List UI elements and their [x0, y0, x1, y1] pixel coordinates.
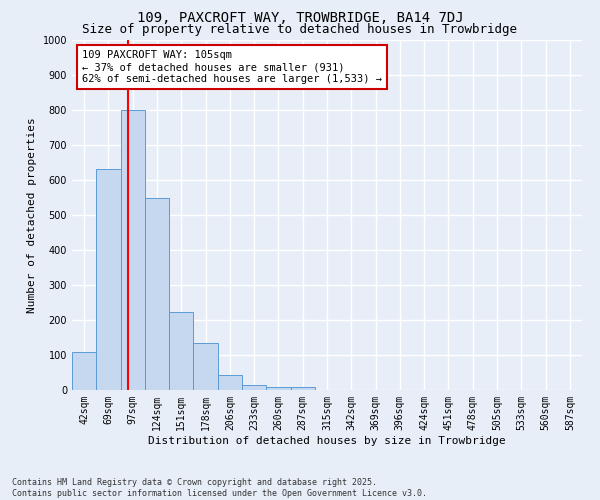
Bar	[242, 385, 266, 390]
Text: 109 PAXCROFT WAY: 105sqm
← 37% of detached houses are smaller (931)
62% of semi-: 109 PAXCROFT WAY: 105sqm ← 37% of detach…	[82, 50, 382, 84]
Bar	[169, 312, 193, 390]
Text: Size of property relative to detached houses in Trowbridge: Size of property relative to detached ho…	[83, 22, 517, 36]
X-axis label: Distribution of detached houses by size in Trowbridge: Distribution of detached houses by size …	[148, 436, 506, 446]
Bar	[193, 343, 218, 390]
Bar	[96, 170, 121, 390]
Bar	[218, 376, 242, 390]
Bar	[72, 352, 96, 390]
Text: 109, PAXCROFT WAY, TROWBRIDGE, BA14 7DJ: 109, PAXCROFT WAY, TROWBRIDGE, BA14 7DJ	[137, 11, 463, 25]
Bar	[121, 110, 145, 390]
Bar	[290, 386, 315, 390]
Y-axis label: Number of detached properties: Number of detached properties	[27, 117, 37, 313]
Bar	[266, 387, 290, 390]
Text: Contains HM Land Registry data © Crown copyright and database right 2025.
Contai: Contains HM Land Registry data © Crown c…	[12, 478, 427, 498]
Bar	[145, 198, 169, 390]
